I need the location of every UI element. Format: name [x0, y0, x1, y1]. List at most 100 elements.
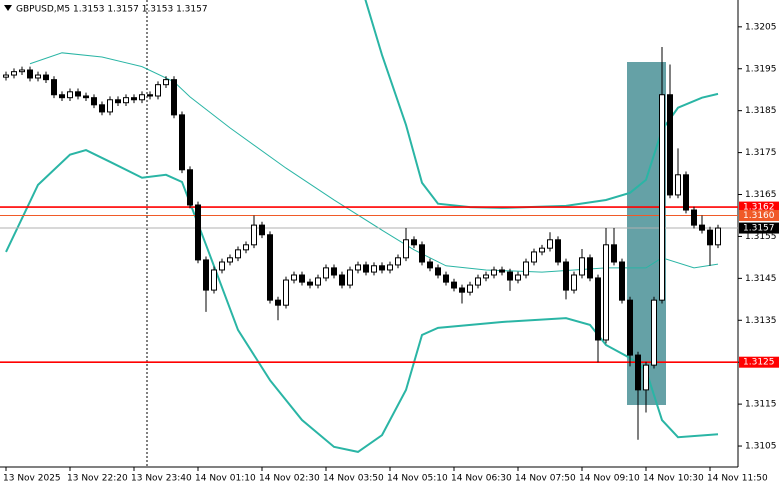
candle-body [107, 99, 113, 113]
candle-body [499, 269, 505, 273]
candle-body [523, 261, 529, 276]
candle-body [579, 257, 585, 276]
candle-body [483, 274, 489, 279]
candle-body [67, 91, 73, 99]
x-tick-label: 14 Nov 11:50 [707, 474, 768, 484]
candle-body [163, 79, 169, 86]
candle-body [27, 69, 33, 79]
candle-body [291, 274, 297, 281]
candle-body [683, 174, 689, 211]
candle-body [331, 267, 337, 276]
candle-body [611, 244, 617, 263]
candle-body [235, 249, 241, 259]
candle-body [635, 354, 641, 391]
candle-body [451, 281, 457, 289]
candle-body [155, 84, 161, 97]
candle-body [507, 271, 513, 281]
candle-body [11, 71, 17, 76]
candle-body [147, 94, 153, 97]
candle-body [339, 274, 345, 286]
candle-body [267, 234, 273, 301]
candle-body [371, 265, 377, 273]
candle-body [539, 247, 545, 253]
candle-body [131, 97, 137, 101]
y-tick-label: 1.3185 [745, 106, 777, 116]
candle-body [435, 267, 441, 276]
candle-body [379, 265, 385, 271]
title-icon [4, 5, 12, 11]
x-tick-label: 14 Nov 10:30 [643, 474, 704, 484]
candle-body [35, 74, 41, 79]
price-level-tag [739, 222, 779, 234]
candle-body [347, 269, 353, 286]
candle-body [571, 274, 577, 291]
candle-body [699, 224, 705, 231]
candle-body [187, 169, 193, 206]
y-tick-label: 1.3205 [745, 22, 777, 32]
y-tick-label: 1.3105 [745, 442, 777, 452]
y-tick-label: 1.3165 [745, 190, 777, 200]
candle-body [363, 264, 369, 273]
x-tick-label: 14 Nov 09:10 [579, 474, 640, 484]
price-level-label: 1.3160 [743, 211, 775, 221]
candle-body [475, 277, 481, 286]
candle-body [659, 94, 665, 301]
candle-body [619, 261, 625, 301]
candle-body [651, 299, 657, 366]
candle-body [299, 274, 305, 283]
indicator-line [29, 52, 719, 273]
candle-body [459, 287, 465, 293]
y-tick-label: 1.3175 [745, 148, 777, 158]
candle-body [587, 257, 593, 279]
candle-body [563, 261, 569, 291]
candle-body [51, 79, 57, 96]
x-tick-label: 13 Nov 22:20 [67, 474, 128, 484]
candle-body [219, 261, 225, 271]
candle-body [531, 251, 537, 263]
candle-body [19, 69, 25, 73]
candle-body [595, 277, 601, 341]
x-tick-label: 14 Nov 05:10 [387, 474, 448, 484]
candle-body [323, 267, 329, 279]
candle-body [715, 227, 721, 246]
candle-body [691, 209, 697, 226]
x-tick-label: 14 Nov 07:50 [515, 474, 576, 484]
candle-body [427, 261, 433, 269]
x-tick-label: 14 Nov 02:30 [259, 474, 320, 484]
candle-body [3, 74, 9, 78]
price-level-tag [739, 209, 779, 221]
candle-body [123, 97, 129, 104]
candle-body [139, 94, 145, 101]
candle-body [443, 274, 449, 283]
candle-body [547, 239, 553, 249]
candle-body [555, 239, 561, 263]
x-tick-label: 14 Nov 01:10 [195, 474, 256, 484]
y-tick-label: 1.3115 [745, 400, 777, 410]
y-tick-label: 1.3145 [745, 274, 777, 284]
candle-body [251, 224, 257, 246]
candle-body [491, 269, 497, 276]
x-tick-label: 13 Nov 23:40 [131, 474, 192, 484]
candle-body [707, 229, 713, 246]
candle-body [355, 264, 361, 271]
candle-body [515, 274, 521, 281]
candle-body [115, 99, 121, 104]
candle-body [75, 91, 81, 97]
candle-body [675, 174, 681, 196]
price-level-label: 1.3157 [743, 224, 775, 234]
candle-body [411, 239, 417, 246]
candle-body [419, 244, 425, 263]
price-level-tag [739, 201, 779, 213]
candle-body [283, 279, 289, 306]
candle-body [179, 114, 185, 171]
candle-body [91, 97, 97, 106]
candle-body [395, 257, 401, 266]
candle-body [259, 224, 265, 236]
candle-body [211, 269, 217, 291]
price-level-tag [739, 356, 779, 368]
candle-body [603, 244, 609, 341]
candle-body [275, 299, 281, 306]
candle-body [243, 244, 249, 251]
candle-body [307, 281, 313, 286]
